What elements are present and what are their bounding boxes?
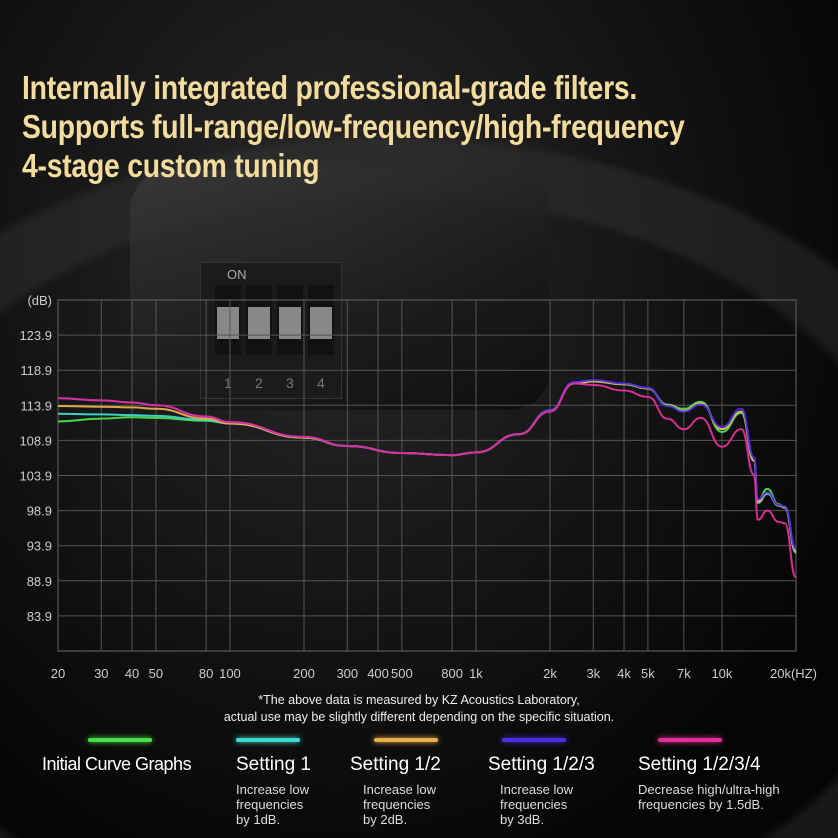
legend-description: Increase low frequencies by 3dB. [500, 782, 573, 827]
dip-switch-on-label: ON [227, 267, 247, 282]
x-tick-label: 40 [125, 666, 139, 681]
headline-line-1: Internally integrated professional-grade… [22, 69, 638, 106]
x-tick-label: 300 [336, 666, 358, 681]
y-tick-label: 93.9 [27, 539, 52, 554]
legend-description: Increase low frequencies by 2dB. [363, 782, 436, 827]
y-tick-label: 118.9 [20, 363, 52, 378]
y-tick-label: 108.9 [19, 433, 52, 448]
x-tick-label: 200 [293, 666, 315, 681]
dip-switch-2 [246, 285, 272, 355]
legend-item-setting-1-2: Setting 1/2 Increase low frequencies by … [350, 738, 441, 827]
x-tick-label: 1k [469, 666, 483, 681]
x-tick-label: 20k(HZ) [770, 666, 817, 681]
legend-item-initial: Initial Curve Graphs [42, 738, 192, 775]
legend-label: Setting 1/2 [350, 754, 441, 775]
headline-line-2: Supports full-range/low-frequency/high-f… [22, 108, 685, 145]
y-tick-label: 123.9 [19, 328, 52, 343]
legend-label: Initial Curve Graphs [42, 754, 192, 774]
x-tick-label: 10k [711, 666, 732, 681]
y-axis-label: (dB) [27, 293, 52, 308]
legend-description: Increase low frequencies by 1dB. [236, 782, 309, 827]
dip-switch-3 [277, 285, 303, 355]
x-tick-label: 7k [677, 666, 691, 681]
x-tick-label: 400 [367, 666, 389, 681]
y-tick-label: 88.9 [27, 574, 52, 589]
legend-swatch [374, 738, 438, 742]
legend-label: Setting 1/2/3/4 [638, 754, 761, 775]
y-tick-label: 83.9 [27, 609, 52, 624]
y-tick-label: 113.9 [20, 398, 52, 413]
legend-item-setting-1-2-3: Setting 1/2/3 Increase low frequencies b… [488, 738, 595, 827]
x-tick-label: 800 [441, 666, 463, 681]
dip-switch-number: 3 [286, 375, 294, 391]
headline: Internally integrated professional-grade… [22, 68, 685, 185]
legend-swatch [236, 738, 300, 742]
legend-label: Setting 1/2/3 [488, 754, 595, 775]
x-tick-label: 5k [641, 666, 655, 681]
legend-item-setting-1: Setting 1 Increase low frequencies by 1d… [236, 738, 311, 827]
x-tick-label: 50 [149, 666, 163, 681]
y-tick-label: 98.9 [27, 504, 52, 519]
x-tick-label: 80 [199, 666, 213, 681]
dip-switch-1 [215, 285, 241, 355]
dip-switch-image: ON 1 2 3 4 [200, 262, 342, 399]
measurement-note-line-1: *The above data is measured by KZ Acoust… [258, 693, 580, 707]
legend-swatch [502, 738, 566, 742]
series-line-setting-1-2-3-4 [57, 382, 797, 579]
x-tick-label: 500 [391, 666, 413, 681]
x-tick-label: 2k [543, 666, 557, 681]
y-tick-label: 103.9 [19, 469, 52, 484]
legend-item-setting-1-2-3-4: Setting 1/2/3/4 Decrease high/ultra-high… [638, 738, 780, 812]
x-tick-label: 100 [219, 666, 241, 681]
dip-switch-number: 1 [224, 375, 232, 391]
headline-line-3: 4-stage custom tuning [22, 147, 320, 184]
legend-swatch [88, 738, 152, 742]
legend-swatch [658, 738, 722, 742]
legend-label: Setting 1 [236, 754, 311, 775]
x-tick-label: 20 [51, 666, 65, 681]
dip-switch-number: 2 [255, 375, 263, 391]
dip-switch-number: 4 [317, 375, 325, 391]
measurement-note-line-2: actual use may be slightly different dep… [223, 710, 615, 724]
x-tick-label: 3k [586, 666, 600, 681]
x-tick-label: 30 [94, 666, 108, 681]
measurement-note: *The above data is measured by KZ Acoust… [0, 692, 838, 726]
x-tick-label: 4k [617, 666, 631, 681]
dip-switch-4 [308, 285, 334, 355]
legend-description: Decrease high/ultra-high frequencies by … [638, 782, 780, 812]
